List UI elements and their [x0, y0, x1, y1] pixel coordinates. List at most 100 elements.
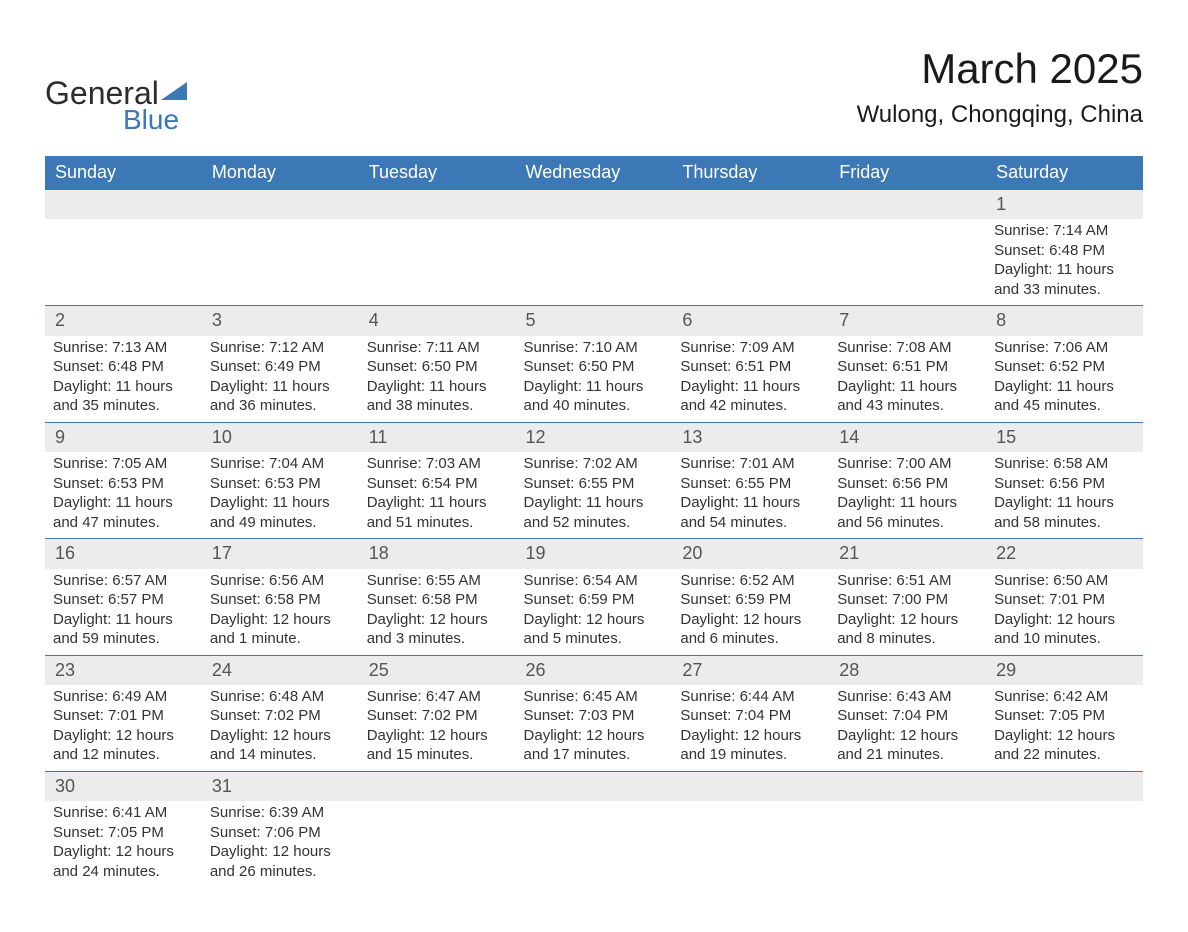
day-number-row: 1	[45, 190, 1143, 220]
sunrise-line: Sunrise: 7:11 AM	[367, 338, 508, 358]
daylight-line: Daylight: 11 hours and 36 minutes.	[210, 377, 351, 416]
day-details-cell: Sunrise: 7:06 AMSunset: 6:52 PMDaylight:…	[986, 336, 1143, 423]
sunset-line: Sunset: 7:04 PM	[680, 706, 821, 726]
sunrise-line: Sunrise: 6:42 AM	[994, 687, 1135, 707]
day-number-cell: 19	[516, 539, 673, 569]
daylight-line: Daylight: 12 hours and 10 minutes.	[994, 610, 1135, 649]
day-details-cell: Sunrise: 6:45 AMSunset: 7:03 PMDaylight:…	[516, 685, 673, 772]
day-number-cell: 11	[359, 422, 516, 452]
sunrise-line: Sunrise: 7:02 AM	[524, 454, 665, 474]
sunrise-line: Sunrise: 7:00 AM	[837, 454, 978, 474]
day-number-row: 3031	[45, 771, 1143, 801]
sunset-line: Sunset: 6:49 PM	[210, 357, 351, 377]
day-details-cell: Sunrise: 7:03 AMSunset: 6:54 PMDaylight:…	[359, 452, 516, 539]
sunset-line: Sunset: 6:58 PM	[210, 590, 351, 610]
sunset-line: Sunset: 6:58 PM	[367, 590, 508, 610]
day-details-cell: Sunrise: 6:56 AMSunset: 6:58 PMDaylight:…	[202, 569, 359, 656]
day-details-cell: Sunrise: 6:49 AMSunset: 7:01 PMDaylight:…	[45, 685, 202, 772]
day-details-cell: Sunrise: 7:02 AMSunset: 6:55 PMDaylight:…	[516, 452, 673, 539]
day-number-cell	[359, 190, 516, 220]
daylight-line: Daylight: 12 hours and 22 minutes.	[994, 726, 1135, 765]
day-details-row: Sunrise: 7:14 AMSunset: 6:48 PMDaylight:…	[45, 219, 1143, 306]
daylight-line: Daylight: 11 hours and 45 minutes.	[994, 377, 1135, 416]
sunset-line: Sunset: 7:06 PM	[210, 823, 351, 843]
day-number-cell: 15	[986, 422, 1143, 452]
sunset-line: Sunset: 7:01 PM	[994, 590, 1135, 610]
sunset-line: Sunset: 6:54 PM	[367, 474, 508, 494]
sunrise-line: Sunrise: 7:12 AM	[210, 338, 351, 358]
daylight-line: Daylight: 12 hours and 5 minutes.	[524, 610, 665, 649]
day-number-cell: 10	[202, 422, 359, 452]
daylight-line: Daylight: 11 hours and 33 minutes.	[994, 260, 1135, 299]
day-number-cell: 4	[359, 306, 516, 336]
month-title: March 2025	[857, 45, 1143, 93]
sunrise-line: Sunrise: 7:06 AM	[994, 338, 1135, 358]
sunrise-line: Sunrise: 6:56 AM	[210, 571, 351, 591]
weekday-header: Friday	[829, 156, 986, 190]
day-number-cell: 28	[829, 655, 986, 685]
sunrise-line: Sunrise: 6:54 AM	[524, 571, 665, 591]
day-number-row: 23242526272829	[45, 655, 1143, 685]
daylight-line: Daylight: 11 hours and 51 minutes.	[367, 493, 508, 532]
day-number-cell	[359, 771, 516, 801]
day-number-cell: 25	[359, 655, 516, 685]
day-details-cell: Sunrise: 6:51 AMSunset: 7:00 PMDaylight:…	[829, 569, 986, 656]
sunrise-line: Sunrise: 6:45 AM	[524, 687, 665, 707]
day-number-cell: 8	[986, 306, 1143, 336]
day-details-cell	[202, 219, 359, 306]
sunrise-line: Sunrise: 7:04 AM	[210, 454, 351, 474]
day-details-cell: Sunrise: 6:57 AMSunset: 6:57 PMDaylight:…	[45, 569, 202, 656]
weekday-header: Wednesday	[516, 156, 673, 190]
day-number-cell: 18	[359, 539, 516, 569]
day-number-cell	[986, 771, 1143, 801]
daylight-line: Daylight: 11 hours and 59 minutes.	[53, 610, 194, 649]
day-details-cell: Sunrise: 7:14 AMSunset: 6:48 PMDaylight:…	[986, 219, 1143, 306]
daylight-line: Daylight: 11 hours and 54 minutes.	[680, 493, 821, 532]
sunset-line: Sunset: 7:01 PM	[53, 706, 194, 726]
daylight-line: Daylight: 11 hours and 43 minutes.	[837, 377, 978, 416]
day-number-cell: 22	[986, 539, 1143, 569]
sunrise-line: Sunrise: 7:01 AM	[680, 454, 821, 474]
day-number-cell: 13	[672, 422, 829, 452]
daylight-line: Daylight: 11 hours and 58 minutes.	[994, 493, 1135, 532]
day-number-cell: 24	[202, 655, 359, 685]
sunrise-line: Sunrise: 6:50 AM	[994, 571, 1135, 591]
day-details-cell: Sunrise: 6:50 AMSunset: 7:01 PMDaylight:…	[986, 569, 1143, 656]
day-details-cell: Sunrise: 6:39 AMSunset: 7:06 PMDaylight:…	[202, 801, 359, 887]
day-details-cell	[986, 801, 1143, 887]
sunset-line: Sunset: 7:03 PM	[524, 706, 665, 726]
sunset-line: Sunset: 6:51 PM	[837, 357, 978, 377]
daylight-line: Daylight: 12 hours and 1 minute.	[210, 610, 351, 649]
sunset-line: Sunset: 6:48 PM	[994, 241, 1135, 261]
day-number-cell: 16	[45, 539, 202, 569]
day-details-cell: Sunrise: 6:52 AMSunset: 6:59 PMDaylight:…	[672, 569, 829, 656]
day-number-cell: 14	[829, 422, 986, 452]
sunrise-line: Sunrise: 6:52 AM	[680, 571, 821, 591]
daylight-line: Daylight: 12 hours and 21 minutes.	[837, 726, 978, 765]
sunrise-line: Sunrise: 6:51 AM	[837, 571, 978, 591]
sunset-line: Sunset: 7:04 PM	[837, 706, 978, 726]
calendar-body: 1Sunrise: 7:14 AMSunset: 6:48 PMDaylight…	[45, 190, 1143, 888]
day-number-cell: 21	[829, 539, 986, 569]
day-number-row: 16171819202122	[45, 539, 1143, 569]
day-number-cell	[202, 190, 359, 220]
day-details-cell: Sunrise: 7:12 AMSunset: 6:49 PMDaylight:…	[202, 336, 359, 423]
sunset-line: Sunset: 7:05 PM	[994, 706, 1135, 726]
day-details-cell	[672, 219, 829, 306]
weekday-header: Saturday	[986, 156, 1143, 190]
sunset-line: Sunset: 6:50 PM	[367, 357, 508, 377]
sunrise-line: Sunrise: 6:57 AM	[53, 571, 194, 591]
day-details-cell: Sunrise: 6:58 AMSunset: 6:56 PMDaylight:…	[986, 452, 1143, 539]
sunset-line: Sunset: 7:05 PM	[53, 823, 194, 843]
sunset-line: Sunset: 6:56 PM	[837, 474, 978, 494]
sunset-line: Sunset: 7:02 PM	[210, 706, 351, 726]
day-details-cell: Sunrise: 6:41 AMSunset: 7:05 PMDaylight:…	[45, 801, 202, 887]
day-details-row: Sunrise: 7:13 AMSunset: 6:48 PMDaylight:…	[45, 336, 1143, 423]
sunrise-line: Sunrise: 6:41 AM	[53, 803, 194, 823]
location: Wulong, Chongqing, China	[857, 101, 1143, 129]
sunset-line: Sunset: 6:52 PM	[994, 357, 1135, 377]
daylight-line: Daylight: 12 hours and 19 minutes.	[680, 726, 821, 765]
day-number-cell	[45, 190, 202, 220]
day-details-cell: Sunrise: 7:10 AMSunset: 6:50 PMDaylight:…	[516, 336, 673, 423]
weekday-header: Tuesday	[359, 156, 516, 190]
